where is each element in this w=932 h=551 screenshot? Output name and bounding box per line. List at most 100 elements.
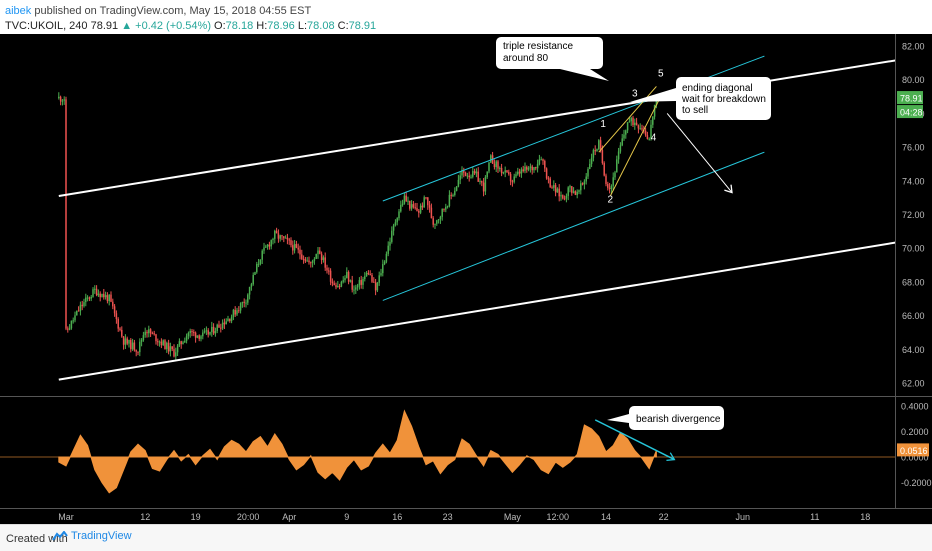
candle: [639, 128, 641, 130]
candle: [227, 318, 229, 322]
candle: [502, 172, 505, 174]
candle: [187, 333, 190, 337]
candle: [509, 174, 512, 182]
time-tick-label: 18: [860, 512, 870, 522]
candle: [169, 346, 172, 352]
price-tick-label: 66.00: [902, 311, 925, 321]
author-link[interactable]: aibek: [5, 5, 32, 17]
tradingview-brand[interactable]: TradingView: [52, 530, 132, 542]
candle: [599, 140, 602, 151]
callout-bearish-divergence[interactable]: [629, 406, 724, 430]
candle: [133, 342, 136, 351]
symbol-label[interactable]: TVC:UKOIL, 240: [5, 20, 88, 32]
candle: [295, 244, 298, 248]
candle: [488, 162, 490, 172]
time-tick-label: 19: [191, 512, 201, 522]
candle: [266, 244, 269, 247]
candle: [185, 336, 188, 341]
candle: [475, 171, 478, 174]
callout-text: bearish divergence: [636, 414, 721, 425]
callout-triple-resistance[interactable]: [496, 37, 603, 69]
candle: [130, 339, 132, 350]
candle: [360, 280, 362, 285]
candle: [200, 336, 202, 339]
candle: [353, 289, 355, 291]
candle: [261, 250, 263, 260]
candle: [544, 160, 546, 169]
candle: [484, 177, 487, 192]
candle: [122, 336, 125, 345]
candle: [641, 128, 643, 130]
candle: [369, 274, 371, 276]
candle: [562, 195, 564, 199]
candle: [306, 260, 308, 262]
candle: [535, 167, 537, 169]
candle: [364, 276, 366, 279]
countdown-badge-label: 04:28: [900, 108, 923, 118]
price-chart[interactable]: 1234582.0080.0078.0076.0074.0072.0070.00…: [0, 34, 932, 524]
candle: [625, 130, 627, 135]
callout-ending-diagonal[interactable]: [676, 77, 771, 120]
candle: [259, 259, 262, 264]
candle: [207, 330, 209, 335]
candle: [351, 280, 353, 290]
candle: [335, 285, 337, 288]
candle: [275, 230, 278, 234]
candle: [117, 319, 119, 329]
candle: [83, 302, 85, 307]
candle: [380, 273, 382, 276]
candle: [587, 169, 589, 177]
candle: [387, 245, 389, 254]
candle: [632, 117, 634, 125]
candle: [634, 122, 636, 125]
candle: [648, 138, 650, 140]
candle: [419, 205, 422, 213]
breakdown-arrow: [666, 113, 733, 193]
candle: [65, 99, 67, 329]
osc-value-badge: [897, 443, 929, 457]
candle: [230, 316, 233, 322]
time-tick-label: Mar: [58, 512, 74, 522]
candle: [342, 280, 344, 282]
price-tick-label: 64.00: [902, 345, 925, 355]
candle: [425, 197, 427, 199]
candle: [581, 183, 584, 185]
candle: [416, 207, 418, 211]
candle: [90, 296, 92, 299]
candle: [68, 328, 71, 330]
wave-label: 4: [651, 132, 657, 143]
price-tick-label: 62.00: [902, 379, 925, 389]
callout-tail: [630, 88, 676, 102]
candle: [616, 159, 618, 173]
candle: [140, 340, 143, 342]
candle: [61, 100, 64, 102]
candle: [212, 326, 215, 334]
callout-text: around 80: [503, 53, 548, 64]
candle: [324, 257, 326, 268]
candle: [500, 167, 503, 174]
candle: [113, 306, 116, 314]
candle: [477, 171, 479, 182]
candle: [182, 342, 184, 345]
candle: [630, 117, 632, 122]
candle: [270, 240, 272, 247]
candle: [175, 352, 177, 357]
candle: [77, 310, 80, 312]
candle: [203, 331, 206, 333]
candle: [608, 187, 611, 190]
candle: [243, 301, 245, 303]
osc-tick-label: -0.2000: [901, 478, 932, 488]
candle: [610, 185, 613, 190]
candle: [153, 333, 155, 335]
candle: [522, 169, 524, 172]
candle: [58, 96, 60, 99]
candle: [482, 182, 485, 192]
candle: [277, 233, 280, 239]
candle: [396, 218, 398, 223]
candle: [263, 247, 265, 251]
candle: [115, 313, 118, 320]
candle: [400, 204, 402, 212]
candle: [337, 286, 339, 288]
candle: [205, 330, 208, 332]
candle: [236, 310, 238, 315]
